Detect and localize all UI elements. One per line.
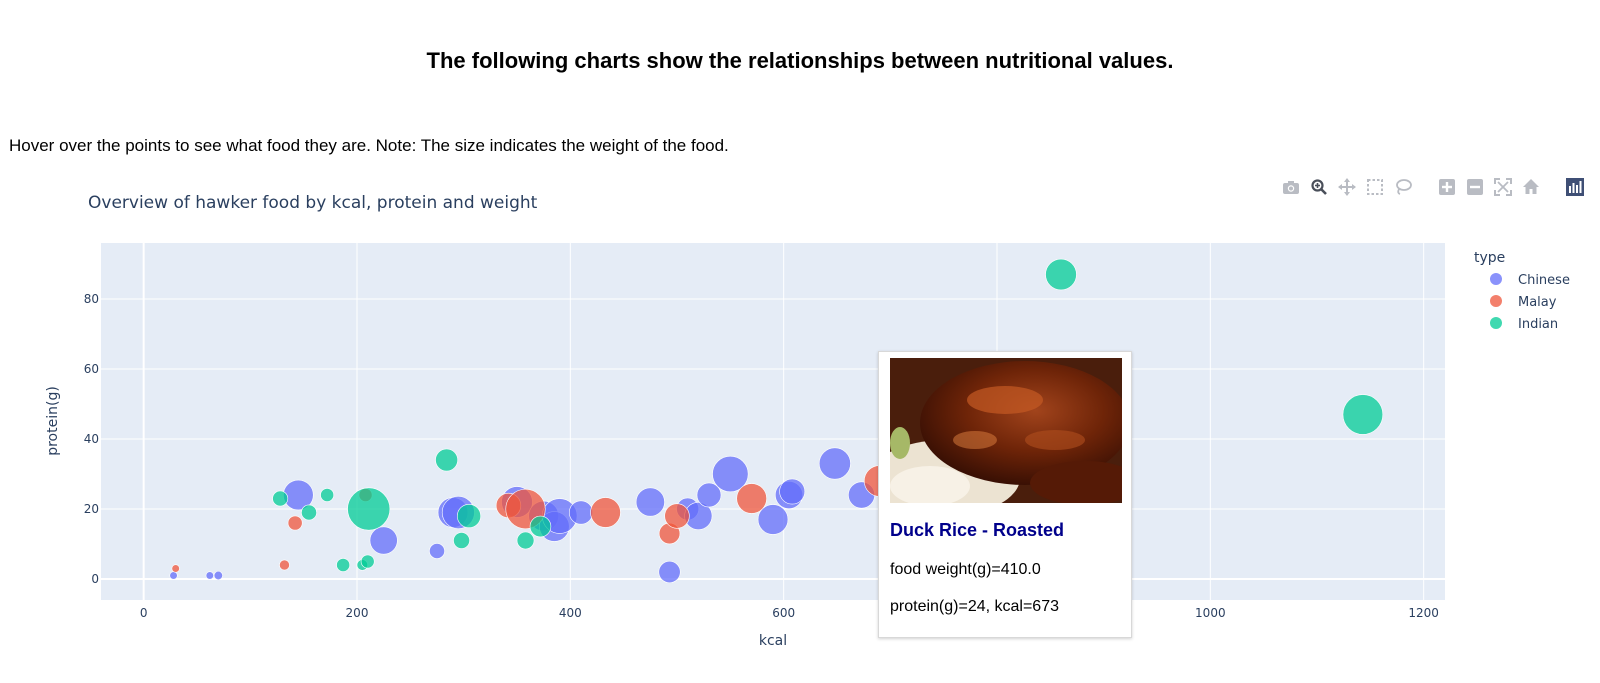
data-point-indian[interactable] [516,531,535,550]
legend: type Chinese Malay Indian [1474,250,1570,332]
x-tick-label: 200 [346,606,369,620]
zoom-icon[interactable] [1308,176,1330,198]
food-photo [890,358,1122,503]
y-axis-ticks: 0 20 40 60 80 [84,292,99,586]
hover-tooltip: Duck Rice - Roasted food weight(g)=410.0… [878,351,1132,638]
tooltip-title: Duck Rice - Roasted [890,520,1065,540]
data-point-chinese[interactable] [712,455,749,493]
data-point-chinese[interactable] [635,487,665,517]
data-point-indian[interactable] [456,503,482,529]
x-tick-label: 1200 [1408,606,1439,620]
data-point-chinese[interactable] [213,570,223,581]
pan-icon[interactable] [1336,176,1358,198]
zoom-in-icon[interactable] [1436,176,1458,198]
data-point-indian[interactable] [360,554,375,569]
data-point-indian[interactable] [272,490,289,507]
data-point-chinese[interactable] [658,560,681,584]
y-tick-label: 80 [84,292,99,306]
legend-label[interactable]: Chinese [1518,273,1570,288]
data-point-chinese[interactable] [779,478,806,505]
data-point-malay[interactable] [287,515,303,531]
reset-axes-icon[interactable] [1520,176,1542,198]
legend-title: type [1474,250,1505,266]
camera-icon[interactable] [1280,176,1302,198]
legend-label[interactable]: Malay [1518,295,1557,310]
data-point-indian[interactable] [320,488,335,502]
data-point-chinese[interactable] [818,447,851,480]
legend-marker[interactable] [1490,317,1502,329]
data-point-malay[interactable] [736,483,767,514]
x-tick-label: 400 [559,606,582,620]
data-point-chinese[interactable] [429,543,445,559]
data-point-malay[interactable] [664,503,690,529]
y-tick-label: 20 [84,502,99,516]
data-point-chinese[interactable] [205,571,214,580]
data-point-indian[interactable] [336,558,351,572]
plot-area[interactable] [101,243,1445,600]
x-tick-label: 1000 [1195,606,1226,620]
tooltip-weight: food weight(g)=410.0 [890,561,1041,578]
y-axis-label: protein(g) [45,386,61,456]
data-point-chinese[interactable] [169,571,178,580]
data-point-indian[interactable] [1045,258,1077,291]
x-tick-label: 600 [772,606,795,620]
data-point-chinese[interactable] [757,504,789,535]
y-tick-label: 40 [84,432,99,446]
page-heading: The following charts show the relationsh… [426,48,1174,73]
data-point-malay[interactable] [590,497,621,528]
data-point-indian[interactable] [347,487,391,531]
data-point-indian[interactable] [435,448,458,472]
tooltip-values: protein(g)=24, kcal=673 [890,598,1059,615]
page-note: Hover over the points to see what food t… [9,136,729,155]
data-point-indian[interactable] [529,515,552,538]
data-point-chinese[interactable] [696,482,722,508]
data-points[interactable] [169,258,1384,584]
x-axis-ticks: 020040060080010001200 [140,606,1439,620]
x-tick-label: 0 [140,606,148,620]
legend-label[interactable]: Indian [1518,317,1558,332]
zoom-out-icon[interactable] [1464,176,1486,198]
autoscale-icon[interactable] [1492,176,1514,198]
chart-title: Overview of hawker food by kcal, protein… [88,193,538,213]
data-point-malay[interactable] [171,564,180,573]
data-point-malay[interactable] [279,559,290,571]
box-select-icon[interactable] [1364,176,1386,198]
chart-modebar [1280,176,1592,198]
legend-marker[interactable] [1490,273,1502,285]
data-point-indian[interactable] [1342,394,1384,435]
data-point-indian[interactable] [301,504,317,521]
lasso-select-icon[interactable] [1392,176,1414,198]
data-point-indian[interactable] [453,532,470,549]
data-point-chinese[interactable] [369,526,398,555]
y-tick-label: 0 [91,572,99,586]
data-point-chinese[interactable] [568,500,594,525]
legend-marker[interactable] [1490,295,1502,307]
x-axis-label: kcal [759,633,787,649]
plotly-logo-icon[interactable] [1564,176,1586,198]
y-tick-label: 60 [84,362,99,376]
